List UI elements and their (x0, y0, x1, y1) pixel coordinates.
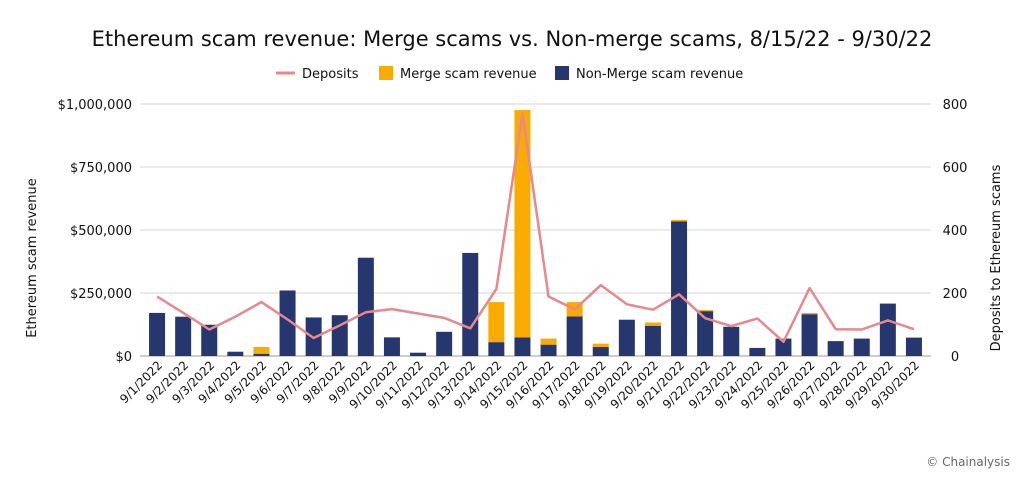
bar-nonmerge (410, 353, 426, 356)
y-tick-label: $500,000 (70, 224, 132, 239)
bar-merge (541, 339, 557, 345)
y2-tick-label: 400 (943, 224, 968, 239)
y2-tick-label: 200 (943, 287, 968, 302)
y-tick-label: $250,000 (70, 287, 132, 302)
bar-merge (593, 344, 609, 347)
bar-merge (802, 313, 818, 314)
bar-nonmerge (671, 221, 687, 356)
bar-merge (253, 347, 269, 354)
bar-nonmerge (906, 338, 922, 356)
legend-nonmerge-swatch (555, 66, 569, 80)
legend-nonmerge-label: Non-Merge scam revenue (576, 67, 743, 82)
legend-merge-swatch (379, 66, 393, 80)
bar-nonmerge (436, 332, 452, 356)
bar-nonmerge (227, 352, 243, 356)
bar-nonmerge (619, 320, 635, 356)
bar-merge (488, 302, 504, 342)
legend: Deposits Merge scam revenue Non-Merge sc… (276, 66, 743, 82)
bar-nonmerge (384, 337, 400, 356)
deposits-line (157, 113, 914, 341)
bar-merge (697, 310, 713, 311)
bar-nonmerge (358, 258, 374, 356)
legend-deposits-label: Deposits (302, 67, 359, 82)
bar-nonmerge (488, 342, 504, 356)
bar-merge (671, 220, 687, 222)
y-tick-label: $0 (115, 350, 132, 365)
bar-merge (645, 322, 661, 325)
bar-nonmerge (149, 313, 165, 356)
y-tick-label: $750,000 (70, 161, 132, 176)
bar-nonmerge (175, 317, 191, 356)
legend-merge-label: Merge scam revenue (400, 67, 537, 82)
bar-nonmerge (645, 326, 661, 356)
bar-nonmerge (593, 347, 609, 356)
bar-nonmerge (514, 337, 530, 356)
bar-nonmerge (802, 314, 818, 356)
bar-nonmerge (253, 354, 269, 356)
y2-tick-label: 600 (943, 161, 968, 176)
y-axis-title: Ethereum scam revenue (25, 178, 40, 338)
bar-nonmerge (828, 341, 844, 356)
bar-nonmerge (462, 253, 478, 356)
chart-title: Ethereum scam revenue: Merge scams vs. N… (92, 27, 933, 51)
bar-nonmerge (749, 348, 765, 356)
bar-nonmerge (854, 339, 870, 356)
bar-nonmerge (723, 327, 739, 356)
bar-nonmerge (880, 304, 896, 356)
y-tick-label: $1,000,000 (58, 98, 132, 113)
y2-tick-label: 0 (951, 350, 959, 365)
footer-credit: © Chainalysis (926, 455, 1010, 469)
bar-nonmerge (567, 316, 583, 356)
y2-tick-label: 800 (943, 98, 968, 113)
bar-nonmerge (541, 345, 557, 356)
y2-axis-title: Deposits to Ethereum scams (989, 164, 1004, 351)
